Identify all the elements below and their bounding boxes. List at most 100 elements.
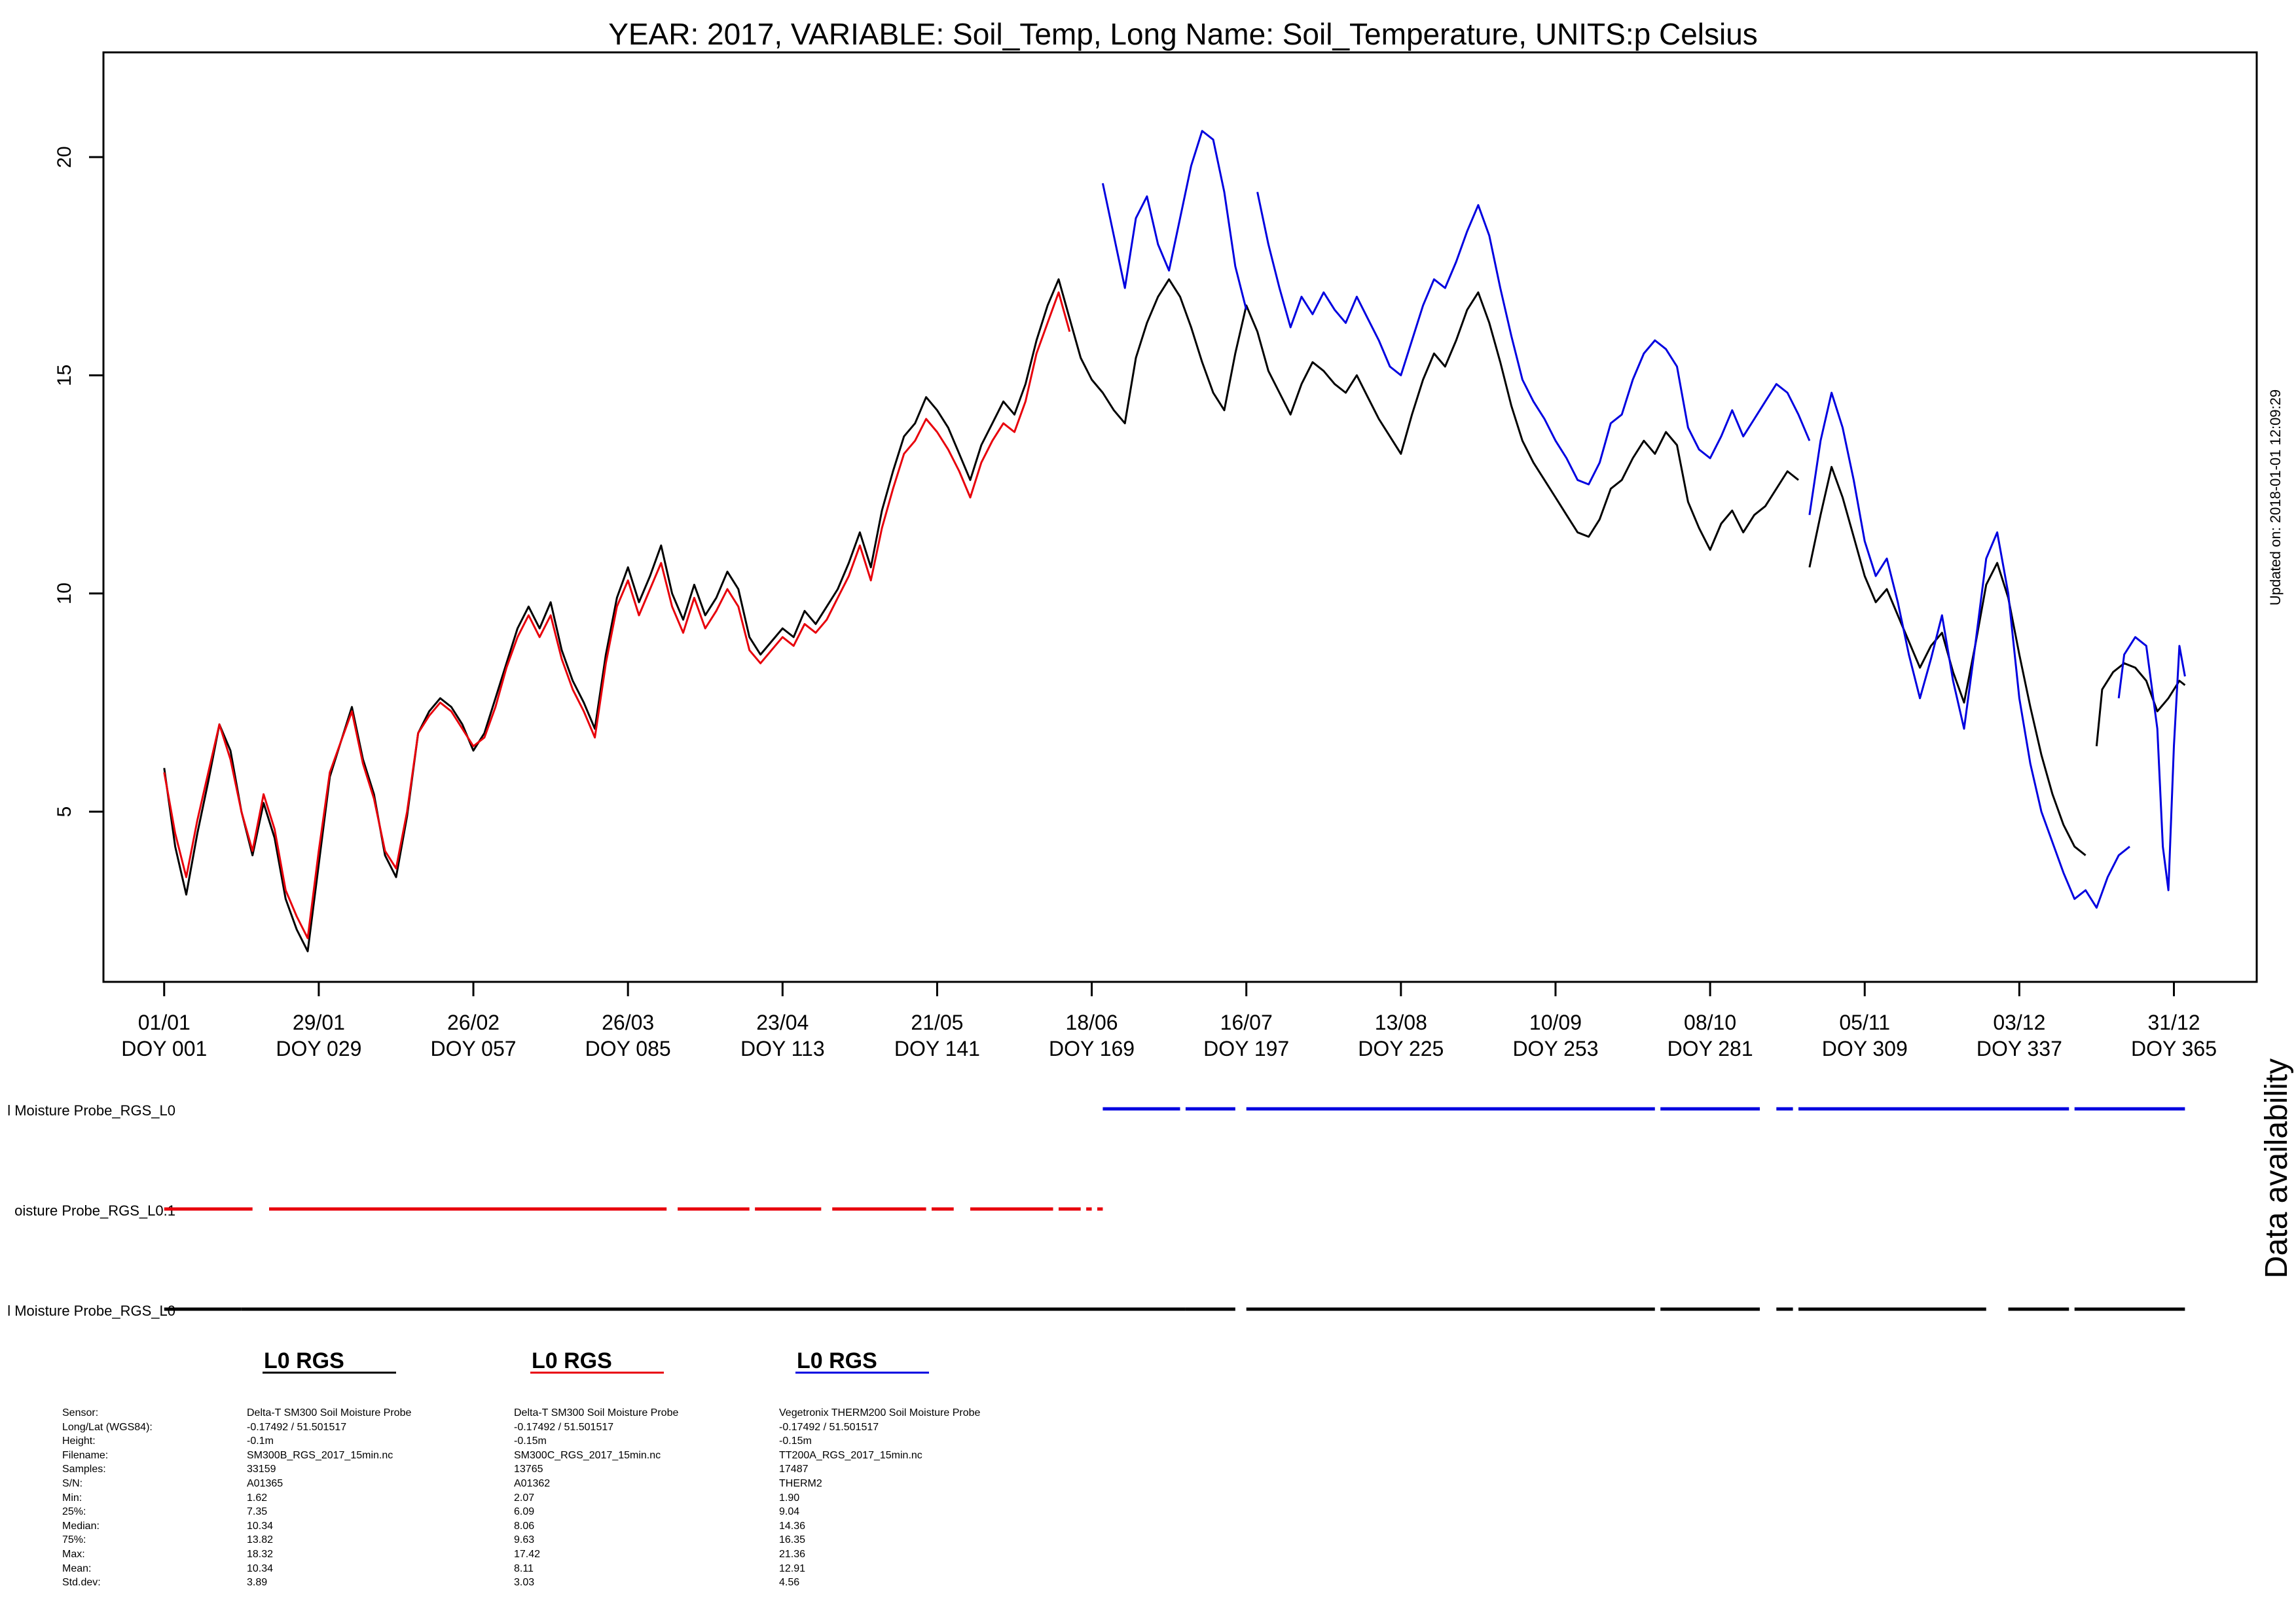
sensor-info-table: Sensor: Long/Lat (WGS84): Height: Filename:… (62, 1406, 1175, 1602)
info-value: -0.17492 / 51.501517 (779, 1421, 879, 1433)
x-tick-doy: DOY 141 (894, 1037, 980, 1060)
info-value: TT200A_RGS_2017_15min.nc (779, 1449, 922, 1461)
info-value: 17487 (779, 1464, 809, 1475)
x-tick-doy: DOY 085 (585, 1037, 671, 1060)
legend-label: L0 RGS (264, 1348, 344, 1373)
info-value: 6.09 (514, 1506, 535, 1518)
y-axis: 5 10 15 20 (54, 146, 103, 817)
info-value: 8.06 (514, 1520, 535, 1532)
series-line-000000-seg-2 (2095, 662, 2186, 747)
info-value: -0.17492 / 51.501517 (247, 1421, 347, 1433)
series-line-0000e0-seg-3 (2117, 636, 2186, 892)
info-value: 4.56 (779, 1577, 800, 1589)
info-value: Vegetronix THERM200 Soil Moisture Probe (779, 1407, 981, 1418)
legend-label: L0 RGS (797, 1348, 877, 1373)
x-tick-date: 26/03 (602, 1011, 654, 1034)
info-label: S/N: (62, 1477, 83, 1489)
x-tick-date: 23/04 (756, 1011, 809, 1034)
info-label: Max: (62, 1548, 85, 1560)
info-label: Sensor: (62, 1407, 99, 1418)
x-tick-doy: DOY 253 (1512, 1037, 1598, 1060)
x-tick-date: 16/07 (1220, 1011, 1273, 1034)
series-line-000000-seg-1 (1808, 465, 2086, 856)
x-tick-date: 10/09 (1529, 1011, 1582, 1034)
info-value: 10.34 (247, 1562, 274, 1574)
info-value: -0.15m (514, 1435, 547, 1447)
x-tick-date: 26/02 (447, 1011, 500, 1034)
info-label: Filename: (62, 1449, 109, 1461)
x-tick-date: 05/11 (1839, 1011, 1890, 1034)
series-line-000000-seg-0 (163, 278, 1799, 952)
info-label: 25%: (62, 1506, 86, 1518)
info-value: -0.1m (247, 1435, 274, 1447)
info-value: -0.15m (779, 1435, 812, 1447)
info-value: 2.07 (514, 1492, 535, 1504)
info-column-black: Delta-T SM300 Soil Moisture Probe -0.1749… (247, 1406, 411, 1590)
info-value: 1.62 (247, 1492, 268, 1504)
info-value: 21.36 (779, 1548, 806, 1560)
x-tick-doy: DOY 337 (1977, 1037, 2062, 1060)
info-value: SM300B_RGS_2017_15min.nc (247, 1449, 393, 1461)
info-value: 14.36 (779, 1520, 806, 1532)
x-tick-doy: DOY 197 (1203, 1037, 1289, 1060)
y-tick-label: 10 (54, 583, 75, 604)
info-label: Mean: (62, 1562, 92, 1574)
x-tick-date: 03/12 (1993, 1011, 2045, 1034)
x-tick-doy: DOY 281 (1667, 1037, 1753, 1060)
availability-row-label: l Moisture Probe_RGS_L0 (7, 1303, 175, 1319)
info-label: Min: (62, 1492, 82, 1504)
info-value: 18.32 (247, 1548, 274, 1560)
info-value: 33159 (247, 1464, 276, 1475)
info-value: A01365 (247, 1477, 283, 1489)
series-line-e8000b-seg-0 (163, 291, 1071, 939)
info-label: Height: (62, 1435, 96, 1447)
legend: L0 RGS L0 RGS L0 RGS (263, 1348, 929, 1374)
series-line-0000e0-seg-2 (1808, 391, 2130, 909)
x-tick-date: 13/08 (1375, 1011, 1427, 1034)
info-value: A01362 (514, 1477, 551, 1489)
info-value: 9.63 (514, 1534, 535, 1546)
info-label: Samples: (62, 1464, 106, 1475)
series-layer (163, 130, 2186, 952)
availability-row-label: l Moisture Probe_RGS_L0 (7, 1102, 175, 1119)
info-value: 8.11 (514, 1562, 534, 1574)
info-value: 17.42 (514, 1548, 541, 1560)
x-tick-doy: DOY 113 (740, 1037, 825, 1060)
x-axis: 01/01 DOY 001 29/01 DOY 029 26/02 DOY 057 26/0… (121, 982, 2217, 1060)
y-tick-label: 20 (54, 146, 75, 168)
info-value: 10.34 (247, 1520, 274, 1532)
info-value: Delta-T SM300 Soil Moisture Probe (247, 1407, 412, 1418)
info-value: 13.82 (247, 1534, 274, 1546)
info-value: 3.03 (514, 1577, 535, 1589)
info-value: 13765 (514, 1464, 543, 1475)
updated-label: Updated on: 2018-01-01 12:09:29 (2267, 389, 2284, 605)
info-label: Median: (62, 1520, 100, 1532)
info-label: Long/Lat (WGS84): (62, 1421, 153, 1433)
x-tick-doy: DOY 029 (276, 1037, 361, 1060)
info-label: 75%: (62, 1534, 86, 1546)
x-tick-doy: DOY 309 (1822, 1037, 1908, 1060)
info-value: Delta-T SM300 Soil Moisture Probe (514, 1407, 679, 1418)
availability-row-label: oisture Probe_RGS_L0.1 (14, 1202, 175, 1219)
info-value: 9.04 (779, 1506, 800, 1518)
x-tick-doy: DOY 169 (1049, 1037, 1135, 1060)
info-value: 7.35 (247, 1506, 268, 1518)
info-value: 16.35 (779, 1534, 806, 1546)
x-tick-doy: DOY 057 (431, 1037, 517, 1060)
info-label: Std.dev: (62, 1577, 101, 1589)
info-value: 3.89 (247, 1577, 268, 1589)
plot-frame (102, 51, 2258, 983)
info-column-red: Delta-T SM300 Soil Moisture Probe -0.1749… (514, 1406, 678, 1590)
info-value: 12.91 (779, 1562, 806, 1574)
x-tick-doy: DOY 225 (1358, 1037, 1444, 1060)
x-tick-date: 29/01 (293, 1011, 345, 1034)
x-tick-date: 31/12 (2147, 1011, 2200, 1034)
info-labels-column: Sensor: Long/Lat (WGS84): Height: Filename:… (62, 1406, 153, 1590)
x-tick-doy: DOY 001 (121, 1037, 207, 1060)
availability-label: Data availability (2259, 1058, 2294, 1278)
y-tick-label: 15 (54, 365, 75, 386)
x-tick-date: 01/01 (138, 1011, 191, 1034)
x-tick-date: 18/06 (1066, 1011, 1118, 1034)
